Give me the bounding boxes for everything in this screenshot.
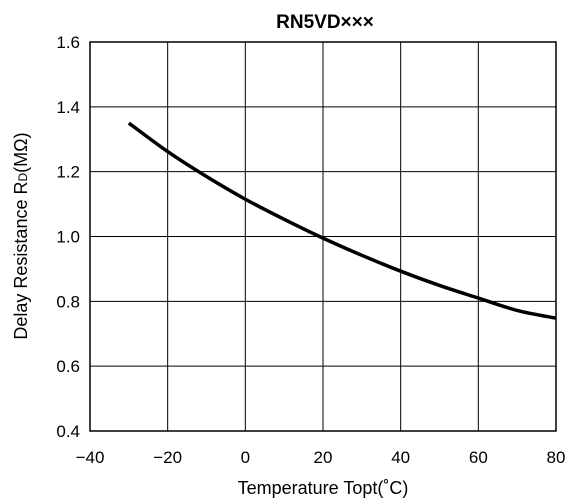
x-tick-label: −20 bbox=[153, 448, 182, 467]
x-tick-label: 0 bbox=[241, 448, 250, 467]
x-axis-title: Temperature Topt(˚C) bbox=[238, 478, 409, 498]
y-tick-label: 1.2 bbox=[56, 163, 80, 182]
x-tick-label: 80 bbox=[547, 448, 566, 467]
series-layer bbox=[127, 121, 557, 320]
y-tick-label: 0.6 bbox=[56, 357, 80, 376]
series-line bbox=[127, 121, 557, 320]
y-tick-label: 1.4 bbox=[56, 98, 80, 117]
x-axis-ticks: −40 −20 0 20 40 60 80 bbox=[76, 448, 566, 467]
y-axis-ticks: 0.4 0.6 0.8 1.0 1.2 1.4 1.6 bbox=[56, 33, 80, 441]
y-axis-title: Delay Resistance RD(MΩ) bbox=[11, 132, 31, 339]
y-tick-label: 0.4 bbox=[56, 422, 80, 441]
x-tick-label: −40 bbox=[76, 448, 105, 467]
x-tick-label: 60 bbox=[469, 448, 488, 467]
chart-title: RN5VD××× bbox=[276, 12, 374, 33]
x-tick-label: 20 bbox=[314, 448, 333, 467]
y-axis-title-prefix: Delay Resistance R bbox=[11, 182, 31, 340]
y-tick-label: 1.6 bbox=[56, 33, 80, 52]
y-tick-label: 1.0 bbox=[56, 228, 80, 247]
plot-area-frame bbox=[89, 41, 557, 432]
y-axis-title-suffix: (MΩ) bbox=[11, 132, 31, 172]
y-tick-label: 0.8 bbox=[56, 292, 80, 311]
x-tick-label: 40 bbox=[391, 448, 410, 467]
y-axis-title-subscript: D bbox=[16, 173, 30, 182]
grid bbox=[90, 42, 556, 431]
